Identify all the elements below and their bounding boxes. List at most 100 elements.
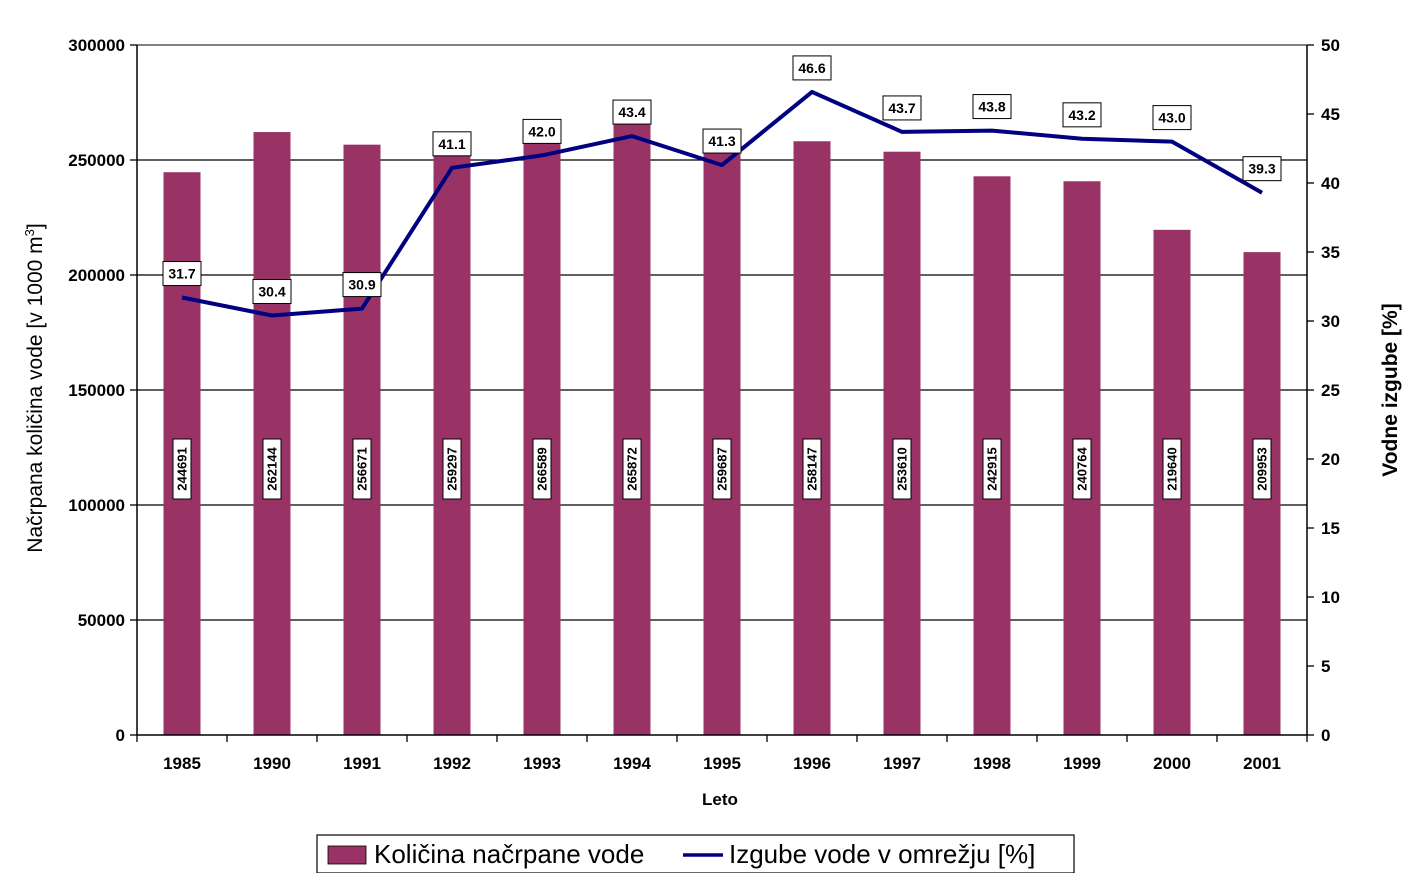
- line-value-label-box: [1242, 156, 1282, 182]
- x-tick-label: 1995: [703, 754, 741, 773]
- bar-value-label-text: 256671: [355, 447, 370, 490]
- bar-value-label-text: 266589: [535, 447, 550, 490]
- line-value-label: 30.4: [252, 278, 292, 304]
- line-value-label-box: [792, 55, 832, 81]
- bar-value-label: 259297: [442, 438, 462, 500]
- line-value-label-text: 41.1: [438, 136, 465, 152]
- bar-value-label-box: [1072, 438, 1092, 500]
- y-tick-label: 150000: [68, 381, 125, 400]
- legend-bar-swatch: [327, 845, 367, 865]
- bar-value-label-box: [172, 438, 192, 500]
- loss-line-series: [181, 89, 1263, 318]
- line-value-label: 41.1: [432, 131, 472, 157]
- bar-value-label-text: 240764: [1075, 447, 1090, 491]
- line-value-label: 43.7: [882, 95, 922, 121]
- line-value-label-text: 46.6: [798, 60, 825, 76]
- y2-tick-label: 45: [1321, 105, 1340, 124]
- bar-value-label-box: [352, 438, 372, 500]
- bar: [253, 132, 291, 736]
- line-value-label-box: [1062, 102, 1102, 128]
- line-value-label-text: 43.4: [618, 104, 645, 120]
- line-value-label: 43.0: [1152, 105, 1192, 131]
- x-tick-label: 1996: [793, 754, 831, 773]
- x-tick-label: 1992: [433, 754, 471, 773]
- bar-value-label-box: [892, 438, 912, 500]
- line-value-label-text: 39.3: [1248, 161, 1275, 177]
- bar-value-label-box: [442, 438, 462, 500]
- bar-value-label: 253610: [892, 438, 912, 500]
- bar-value-label-box: [262, 438, 282, 500]
- line-value-label-text: 30.4: [258, 283, 285, 299]
- bar-value-label: 258147: [802, 438, 822, 500]
- bar-value-label-text: 244691: [175, 447, 190, 490]
- line-value-label-text: 43.8: [978, 99, 1005, 115]
- line-value-label-box: [612, 99, 652, 125]
- line-value-label-text: 42.0: [528, 123, 555, 139]
- y-tick-label: 250000: [68, 151, 125, 170]
- bar-value-label-text: 265872: [625, 447, 640, 490]
- bar-value-label-text: 242915: [985, 447, 1000, 490]
- bar-value-label: 259687: [712, 438, 732, 500]
- x-tick-label: 1994: [613, 754, 651, 773]
- y-axis-title: Načrpana količina vode [v 1000 m3]: [22, 223, 47, 552]
- legend-line-label: Izgube vode v omrežju [%]: [729, 839, 1035, 869]
- y2-tick-label: 20: [1321, 450, 1340, 469]
- x-tick-label: 1997: [883, 754, 921, 773]
- bar-value-label: 265872: [622, 438, 642, 500]
- y2-tick-label: 25: [1321, 381, 1340, 400]
- line-value-label: 43.8: [972, 94, 1012, 120]
- bar-value-label-box: [532, 438, 552, 500]
- y-tick-label: 300000: [68, 36, 125, 55]
- line-value-label: 41.3: [702, 128, 742, 154]
- y2-tick-label: 50: [1321, 36, 1340, 55]
- bar: [613, 123, 651, 736]
- x-tick-label: 1990: [253, 754, 291, 773]
- y2-tick-label: 0: [1321, 726, 1330, 745]
- y2-axis-title: Vodne izgube [%]: [1379, 303, 1402, 476]
- line-value-label-box: [432, 131, 472, 157]
- line-value-label-text: 43.7: [888, 100, 915, 116]
- x-tick-label: 2001: [1243, 754, 1281, 773]
- y2-tick-label: 40: [1321, 174, 1340, 193]
- loss-line: [181, 89, 1263, 318]
- line-value-label: 46.6: [792, 55, 832, 81]
- bar-value-label-text: 253610: [895, 447, 910, 490]
- line-value-label: 42.0: [522, 118, 562, 144]
- line-value-label-text: 41.3: [708, 133, 735, 149]
- y2-tick-label: 30: [1321, 312, 1340, 331]
- bar-value-label-text: 258147: [805, 447, 820, 490]
- x-tick-label: 2000: [1153, 754, 1191, 773]
- line-value-label-box: [162, 261, 202, 287]
- line-value-label-text: 30.9: [348, 277, 375, 293]
- line-value-label: 43.4: [612, 99, 652, 125]
- bar-value-label-box: [622, 438, 642, 500]
- x-tick-label: 1991: [343, 754, 381, 773]
- bar-value-label-text: 262144: [265, 447, 280, 491]
- y2-tick-label: 15: [1321, 519, 1340, 538]
- bar-value-label-box: [712, 438, 732, 500]
- x-tick-label: 1998: [973, 754, 1011, 773]
- x-axis-title: Leto: [702, 790, 738, 809]
- bar: [703, 137, 741, 735]
- y-tick-label: 0: [116, 726, 125, 745]
- bar-value-label-box: [1252, 438, 1272, 500]
- bar-value-label-box: [982, 438, 1002, 500]
- bar-value-label-text: 259297: [445, 447, 460, 490]
- bar-value-label: 242915: [982, 438, 1002, 500]
- y2-tick-label: 10: [1321, 588, 1340, 607]
- y-tick-label: 100000: [68, 496, 125, 515]
- x-tick-label: 1985: [163, 754, 201, 773]
- line-value-label: 39.3: [1242, 156, 1282, 182]
- line-value-label-box: [972, 94, 1012, 120]
- line-value-label-box: [522, 118, 562, 144]
- line-value-label: 30.9: [342, 272, 382, 298]
- x-tick-label: 1993: [523, 754, 561, 773]
- legend: Količina načrpane vode Izgube vode v omr…: [316, 834, 1075, 873]
- line-value-label-text: 31.7: [168, 266, 195, 282]
- legend-bar-label: Količina načrpane vode: [374, 839, 644, 869]
- y2-tick-label: 35: [1321, 243, 1340, 262]
- line-value-label-box: [252, 278, 292, 304]
- line-value-label-box: [882, 95, 922, 121]
- bar-value-label: 262144: [262, 438, 282, 500]
